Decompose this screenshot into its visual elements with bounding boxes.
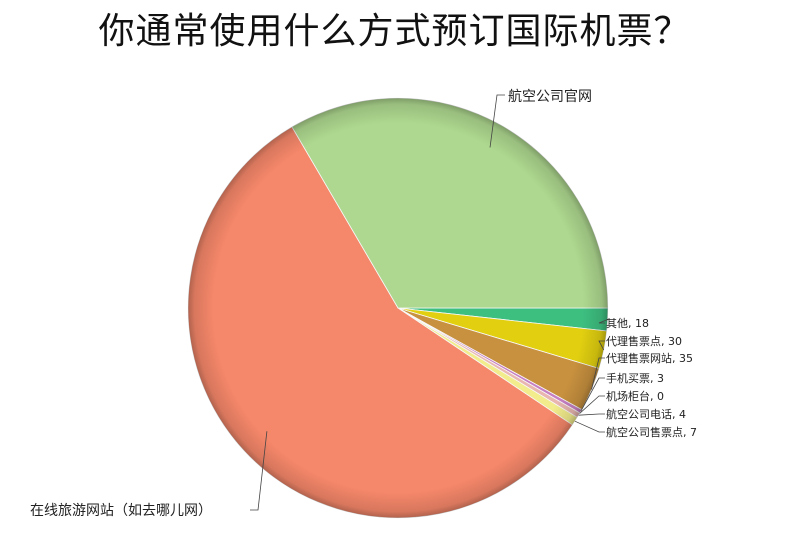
slice-label-7: 在线旅游网站（如去哪儿网）: [30, 503, 212, 519]
slice-label-6: 航空公司售票点, 7: [606, 425, 697, 439]
leader-lines: [250, 94, 608, 511]
leader-line-8: [489, 94, 505, 148]
slice-label-0: 其他, 18: [606, 317, 649, 330]
leader-line-7: [250, 431, 268, 511]
pie-edge-shade: [188, 98, 608, 518]
leader-line-1: [598, 340, 605, 351]
slice-label-1: 代理售票点, 30: [606, 334, 682, 348]
slice-label-2: 代理售票网站, 35: [606, 351, 693, 365]
leader-line-0: [598, 319, 608, 324]
slice-label-8: 航空公司官网: [508, 89, 592, 105]
leader-line-6: [574, 420, 605, 433]
slice-label-3: 手机买票, 3: [606, 371, 664, 385]
leader-line-2: [591, 357, 605, 390]
chart-title: 你通常使用什么方式预订国际机票？: [98, 11, 691, 52]
slice-label-5: 航空公司电话, 4: [606, 407, 686, 421]
leader-line-4: [579, 395, 605, 414]
slice-labels: 其他, 18 代理售票点, 30 代理售票网站, 35 手机买票, 3 机场柜台, 0 航…: [30, 89, 697, 519]
leader-line-5: [578, 413, 605, 416]
leader-line-3: [580, 377, 605, 412]
slice-label-4: 机场柜台, 0: [606, 389, 664, 403]
